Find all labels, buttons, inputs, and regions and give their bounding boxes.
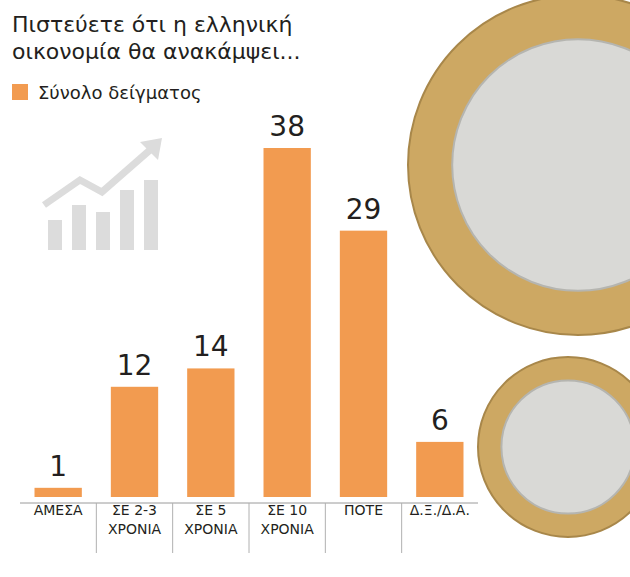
separator: [96, 503, 97, 553]
x-tick: ΣΕ 10ΧΡΟΝΙΑ: [261, 502, 315, 537]
decoration: [408, 0, 630, 537]
bar: [264, 148, 311, 497]
icon: [44, 138, 162, 250]
separator: [172, 503, 173, 553]
icon-arrow-head: [140, 138, 162, 160]
separator: [401, 503, 402, 553]
bar: [111, 387, 158, 497]
coin-ring: [478, 357, 630, 537]
title: Πιστεύετε ότι η ελληνικήοικονομία θα ανα…: [12, 12, 301, 64]
x-tick-label: Δ.Ξ./Δ.Α.: [410, 502, 470, 518]
x-tick-label: ΣΕ 5ΧΡΟΝΙΑ: [184, 502, 238, 537]
icon-bar: [120, 190, 134, 250]
x-tick: ΠΟΤΕ: [344, 502, 383, 518]
data-label: 14: [193, 330, 229, 363]
bars: [35, 148, 464, 497]
x-tick-label: ΠΟΤΕ: [344, 502, 383, 518]
coin-center: [452, 39, 630, 291]
x-tick: ΣΕ 5ΧΡΟΝΙΑ: [184, 502, 238, 537]
icon-bar: [144, 180, 158, 250]
data-label: 1: [49, 450, 67, 483]
bar: [187, 368, 234, 497]
x-tick-label: ΣΕ 10ΧΡΟΝΙΑ: [261, 502, 315, 537]
legend-label: Σύνολο δείγματος: [38, 82, 201, 103]
data-label: 12: [117, 349, 153, 382]
legend-swatch: [12, 84, 28, 100]
data-label: 29: [346, 193, 382, 226]
icon-bar: [96, 212, 110, 250]
chart: Πιστεύετε ότι η ελληνικήοικονομία θα ανα…: [0, 0, 630, 577]
x-tick-label: ΣΕ 2-3ΧΡΟΝΙΑ: [108, 502, 162, 537]
x-tick: Δ.Ξ./Δ.Α.: [410, 502, 470, 518]
separators: [96, 503, 401, 553]
legend: Σύνολο δείγματος: [12, 82, 201, 103]
bar: [340, 231, 387, 497]
icon-bar: [72, 205, 86, 250]
icon-arrow: [44, 150, 150, 205]
x-tick: ΑΜΕΣΑ: [34, 502, 83, 518]
coin-center: [501, 380, 630, 513]
data-labels: 1 12 14 38 29 6: [49, 110, 448, 483]
separator: [249, 503, 250, 553]
bar: [35, 488, 82, 497]
bar: [416, 442, 463, 497]
data-label: 38: [269, 110, 305, 143]
separator: [325, 503, 326, 553]
x-tick: ΣΕ 2-3ΧΡΟΝΙΑ: [108, 502, 162, 537]
x-tick-label: ΑΜΕΣΑ: [34, 502, 83, 518]
coin-ring: [408, 0, 630, 335]
data-label: 6: [431, 404, 449, 437]
icon-bar: [48, 220, 62, 250]
